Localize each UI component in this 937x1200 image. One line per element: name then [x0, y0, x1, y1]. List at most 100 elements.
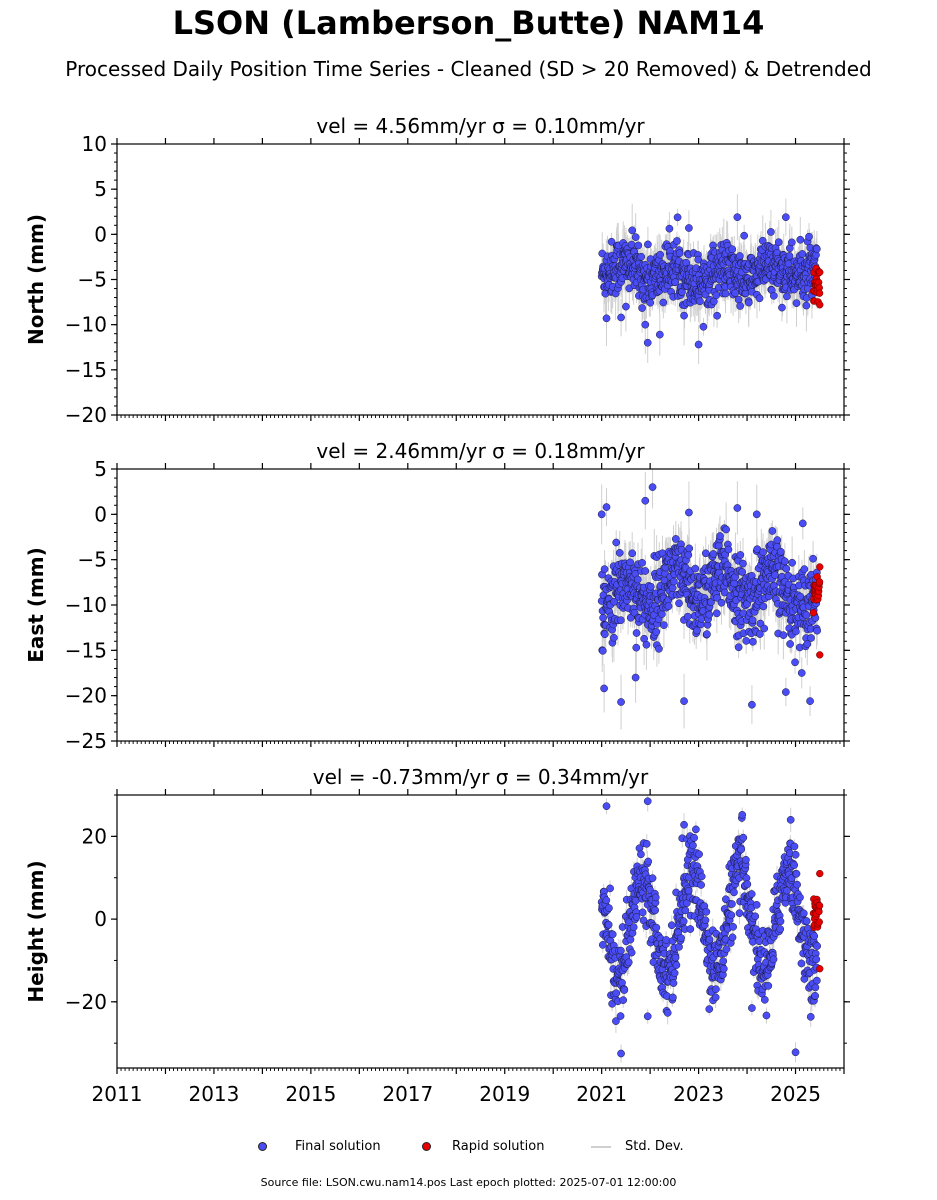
x-tick-label: 2011	[92, 1082, 143, 1106]
final-point	[680, 311, 688, 320]
final-point	[798, 519, 807, 528]
x-tick-label: 2023	[673, 1082, 724, 1106]
final-point	[767, 228, 775, 236]
final-point	[705, 935, 714, 944]
final-point	[783, 292, 791, 301]
final-point	[779, 631, 788, 640]
final-point	[644, 240, 652, 249]
final-point	[744, 298, 753, 307]
final-point	[788, 558, 796, 567]
final-point	[701, 549, 710, 558]
final-point	[641, 567, 650, 575]
final-point	[600, 684, 608, 693]
final-point	[720, 588, 729, 597]
final-point	[655, 644, 663, 653]
final-point	[602, 314, 611, 323]
panel-title: vel = 2.46mm/yr σ = 0.18mm/yr	[316, 439, 645, 463]
final-point	[748, 616, 757, 624]
final-point	[638, 304, 646, 312]
legend: Final solution Rapid solution Std. Dev.	[250, 1136, 730, 1158]
x-axis	[116, 138, 845, 421]
final-point	[751, 912, 760, 921]
final-point	[597, 510, 606, 519]
final-point	[612, 538, 621, 547]
final-point	[776, 925, 785, 933]
final-point	[748, 700, 756, 709]
final-point	[783, 886, 791, 895]
final-point	[627, 240, 636, 249]
final-point	[711, 993, 720, 1002]
final-point	[627, 948, 636, 957]
x-tick-label: 2015	[285, 1082, 336, 1106]
final-point	[797, 669, 806, 677]
final-point	[692, 825, 700, 834]
y-tick-label: −5	[78, 548, 107, 572]
final-point	[606, 884, 614, 893]
final-point	[755, 937, 764, 946]
final-point	[675, 599, 683, 608]
final-point	[663, 1009, 672, 1017]
final-point	[709, 550, 718, 558]
final-point	[669, 577, 678, 586]
final-point	[697, 881, 705, 889]
final-point	[756, 630, 764, 638]
final-point	[759, 602, 768, 611]
final-point	[752, 900, 761, 909]
final-point	[659, 298, 668, 307]
final-point	[604, 920, 613, 929]
legend-marker-std	[591, 1146, 611, 1148]
y-tick-label: −10	[65, 313, 107, 337]
final-point	[675, 943, 683, 951]
y-tick-label: −15	[65, 358, 107, 382]
final-point	[685, 508, 693, 517]
final-point	[697, 872, 706, 881]
final-point	[747, 890, 756, 898]
y-tick-label: −20	[65, 684, 107, 708]
final-point	[689, 841, 697, 850]
final-point	[713, 593, 721, 602]
final-point	[632, 643, 641, 652]
final-point	[785, 252, 794, 260]
final-point	[769, 955, 778, 964]
final-point	[690, 833, 698, 842]
final-point	[781, 213, 790, 222]
rapid-solution-points	[809, 869, 824, 973]
final-point	[602, 503, 611, 511]
final-point	[637, 252, 646, 261]
final-point	[681, 906, 690, 915]
final-point	[667, 921, 676, 930]
rapid-point	[815, 918, 823, 926]
final-point	[769, 291, 778, 300]
y-tick-label: 10	[82, 132, 107, 156]
final-point	[693, 626, 701, 635]
final-point	[662, 936, 671, 944]
rapid-point	[809, 609, 818, 617]
rapid-point	[815, 289, 824, 297]
final-point	[612, 1017, 620, 1025]
final-point	[738, 811, 747, 819]
final-point	[722, 945, 731, 954]
legend-label-std: Std. Dev.	[625, 1139, 684, 1154]
rapid-solution-points	[809, 563, 824, 659]
final-point	[684, 551, 693, 559]
final-point	[799, 909, 808, 918]
rapid-point	[816, 651, 824, 659]
final-point	[719, 957, 728, 966]
final-point	[728, 933, 737, 942]
final-point	[617, 1049, 625, 1058]
y-axis-label: Height (mm)	[24, 860, 48, 1002]
y-tick-label: 5	[94, 177, 107, 201]
rapid-point	[816, 268, 824, 276]
final-point	[658, 610, 666, 618]
final-point	[776, 917, 785, 926]
final-point	[644, 857, 653, 866]
final-point	[705, 1005, 714, 1013]
final-point	[598, 941, 607, 949]
final-point	[610, 597, 619, 606]
final-point	[612, 989, 621, 998]
final-point	[728, 900, 736, 908]
final-point	[712, 985, 720, 994]
final-point	[629, 923, 638, 932]
final-point	[790, 861, 799, 869]
final-point	[717, 598, 726, 607]
